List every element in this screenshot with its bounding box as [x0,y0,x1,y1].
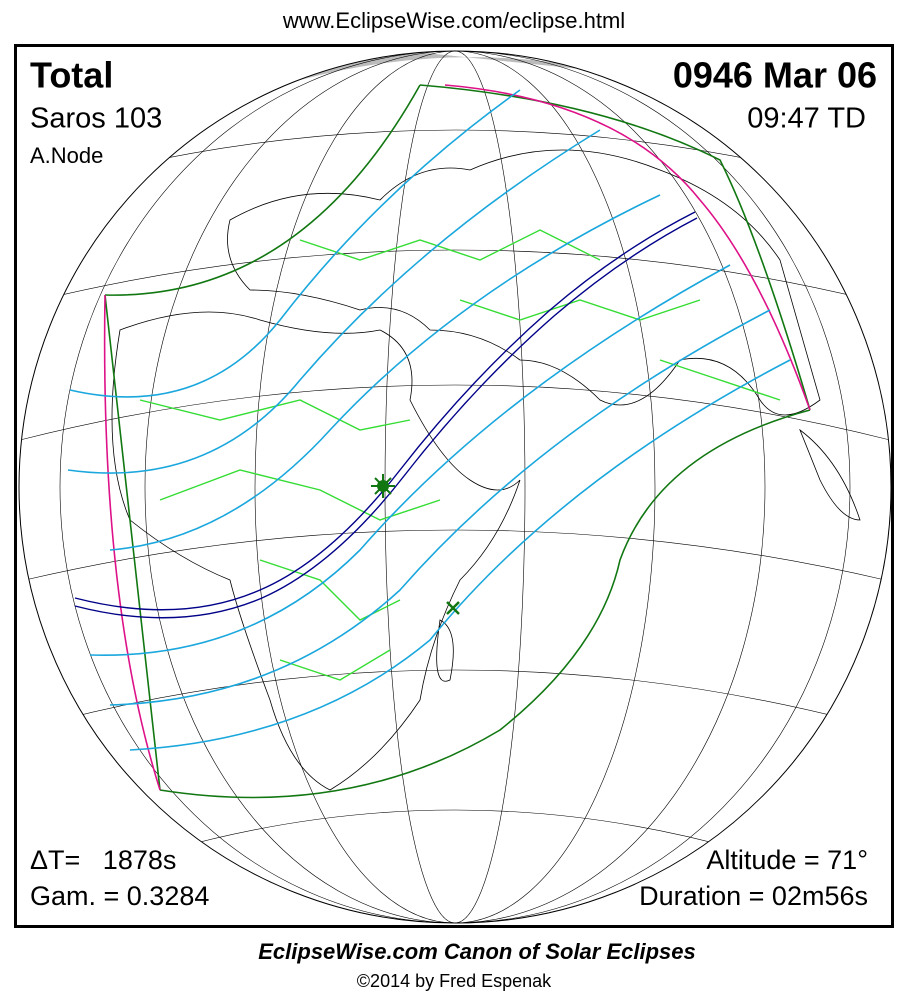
central-path-south [74,217,698,619]
delta-t: ΔT= 1878s [30,845,176,875]
east-limit [419,84,811,411]
eclipse-time: 09:47 TD [747,103,866,135]
borders [139,229,781,681]
graticule [19,51,891,923]
south-limit [159,409,811,799]
greatest-eclipse [371,474,395,498]
globe-disk [19,51,891,923]
eclipse-type: Total [30,55,113,96]
eclipse-date: 0946 Mar 06 [673,55,877,96]
duration: Duration = 02m56s [639,881,868,911]
globe-outline [18,50,892,924]
footer-title: EclipseWise.com Canon of Solar Eclipses [258,939,696,964]
map-frame [14,44,894,928]
header-url: www.EclipseWise.com/eclipse.html [282,8,625,33]
west-limit [104,294,161,791]
hourly-lines [67,89,791,751]
altitude: Altitude = 71° [706,845,868,875]
north-limit [104,84,421,296]
subsolar-point [446,601,460,615]
saros: Saros 103 [30,103,162,135]
gamma: Gam. = 0.3284 [30,881,209,911]
set-curve [444,84,811,411]
footer-credit: ©2014 by Fred Espenak [357,971,552,991]
node: A.Node [30,143,103,168]
rise-curve [103,294,161,791]
central-path-north [74,211,696,611]
globe [19,51,891,923]
